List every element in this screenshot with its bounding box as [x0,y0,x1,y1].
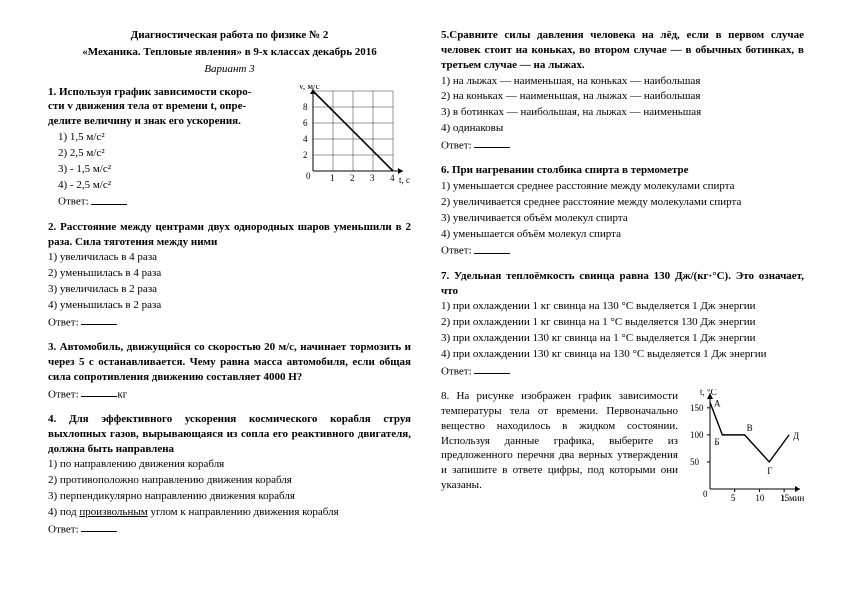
q7-opt2: 2) при охлаждении 1 кг свинца на 1 °С вы… [441,315,804,330]
q1-graph: v, м/с t, с 1 2 3 4 2 4 6 8 0 [291,85,411,185]
q6-opt3: 3) увеличивается объём молекул спирта [441,211,804,226]
q7-answer: Ответ: [441,364,804,379]
q7-opt3: 3) при охлаждении 130 кг свинца на 1 °С … [441,331,804,346]
svg-text:5: 5 [731,493,736,501]
q5-stem: 5.Сравните силы давления человека на лёд… [441,28,804,73]
svg-text:8: 8 [303,102,308,112]
q6-stem: 6. При нагревании столбика спирта в терм… [441,163,804,178]
q2-answer: Ответ: [48,315,411,330]
q4-opt3: 3) перпендикулярно направлению движения … [48,489,411,504]
q4-opt1: 1) по направлению движения корабля [48,457,411,472]
q2-stem: 2. Расстояние между центрами двух одноро… [48,220,411,250]
svg-text:3: 3 [370,173,375,183]
q5-opt4: 4) одинаковы [441,121,804,136]
svg-text:10: 10 [755,493,765,501]
q8-stem: 8. На рисунке изображен график зависимос… [441,389,678,493]
svg-text:Б: Б [714,437,719,447]
q5-opt3: 3) в ботинках — наибольшая, на лыжах — н… [441,105,804,120]
q7-opt4: 4) при охлаждении 130 кг свинца на 130 °… [441,347,804,362]
q3-stem: 3. Автомобиль, движущийся со скоростью 2… [48,340,411,385]
svg-text:t, с: t, с [399,175,410,185]
q1-opt1: 1) 1,5 м/с² [58,130,283,145]
svg-text:50: 50 [690,457,700,467]
q1-opt3: 3) - 1,5 м/с² [58,162,283,177]
q1-stem1: 1. Используя график зависимости скоро- [48,85,283,100]
q4-opt4: 4) под произвольным углом к направлению … [48,505,411,520]
svg-text:6: 6 [303,118,308,128]
svg-text:В: В [747,423,753,433]
question-8: 8. На рисунке изображен график зависимос… [441,389,804,501]
q4-opt2: 2) противоположно направлению движения к… [48,473,411,488]
q5-options: 1) на лыжах — наименьшая, на коньках — н… [441,74,804,136]
q2-opt3: 3) увеличилась в 2 раза [48,282,411,297]
q1-stem3: делите величину и знак его ускорения. [48,114,283,129]
q5-opt1: 1) на лыжах — наименьшая, на коньках — н… [441,74,804,89]
svg-text:1: 1 [330,173,335,183]
q5-opt2: 2) на коньках — наименьшая, на лыжах — н… [441,89,804,104]
right-column: 5.Сравните силы давления человека на лёд… [441,28,804,575]
svg-text:0: 0 [703,489,708,499]
q2-opt2: 2) уменьшилась в 4 раза [48,266,411,281]
title-line-1: Диагностическая работа по физике № 2 [48,28,411,43]
q2-opt1: 1) увеличилась в 4 раза [48,250,411,265]
q6-answer: Ответ: [441,243,804,258]
variant-label: Вариант 3 [48,62,411,77]
question-3: 3. Автомобиль, движущийся со скоростью 2… [48,340,411,402]
left-column: Диагностическая работа по физике № 2 «Ме… [48,28,411,575]
question-7: 7. Удельная теплоёмкость свинца равна 13… [441,269,804,379]
svg-text:t, мин: t, мин [782,493,804,501]
q2-opt4: 4) уменьшилась в 2 раза [48,298,411,313]
q1-answer: Ответ: [58,194,283,209]
q7-options: 1) при охлаждении 1 кг свинца на 130 °С … [441,299,804,361]
q4-answer: Ответ: [48,522,411,537]
q7-stem: 7. Удельная теплоёмкость свинца равна 13… [441,269,804,299]
q4-stem: 4. Для эффективного ускорения космическо… [48,412,411,457]
svg-text:2: 2 [350,173,355,183]
svg-text:А: А [714,398,721,408]
svg-text:2: 2 [303,150,308,160]
question-1: 1. Используя график зависимости скоро- с… [48,85,411,210]
svg-text:4: 4 [390,173,395,183]
q1-stem2: сти v движения тела от времени t, опре- [48,99,283,114]
svg-text:Г: Г [767,466,772,476]
question-4: 4. Для эффективного ускорения космическо… [48,412,411,537]
svg-text:v, м/с: v, м/с [299,85,320,91]
question-6: 6. При нагревании столбика спирта в терм… [441,163,804,259]
svg-text:4: 4 [303,134,308,144]
question-2: 2. Расстояние между центрами двух одноро… [48,220,411,330]
svg-text:t, °С: t, °С [700,389,717,397]
q2-options: 1) увеличилась в 4 раза 2) уменьшилась в… [48,250,411,312]
q7-opt1: 1) при охлаждении 1 кг свинца на 130 °С … [441,299,804,314]
q4-options: 1) по направлению движения корабля 2) пр… [48,457,411,519]
q8-graph: 50100150 51015 АБВГД t, °С t, мин 0 [686,389,804,501]
svg-text:0: 0 [306,171,311,181]
title-line-2: «Механика. Тепловые явления» в 9-х класс… [48,45,411,60]
q6-opt2: 2) увеличивается среднее расстояние межд… [441,195,804,210]
question-5: 5.Сравните силы давления человека на лёд… [441,28,804,153]
q1-opt4: 4) - 2,5 м/с² [58,178,283,193]
svg-text:100: 100 [690,430,704,440]
q6-opt4: 4) уменьшается объём молекул спирта [441,227,804,242]
q3-answer: Ответ: кг [48,387,411,402]
q6-opt1: 1) уменьшается среднее расстояние между … [441,179,804,194]
q1-options: 1) 1,5 м/с² 2) 2,5 м/с² 3) - 1,5 м/с² 4)… [48,130,283,192]
svg-text:150: 150 [690,403,704,413]
q5-answer: Ответ: [441,138,804,153]
q6-options: 1) уменьшается среднее расстояние между … [441,179,804,241]
svg-text:Д: Д [793,431,799,441]
q1-opt2: 2) 2,5 м/с² [58,146,283,161]
